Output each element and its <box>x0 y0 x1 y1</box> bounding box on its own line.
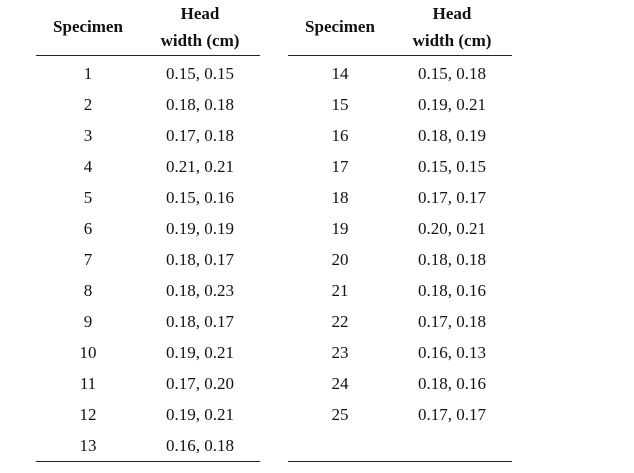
specimen-number: 12 <box>79 405 97 424</box>
head-width-value: 0.17, 0.20 <box>166 374 234 393</box>
head-width-value: 0.15, 0.18 <box>418 64 486 83</box>
specimen-number: 20 <box>331 250 349 269</box>
head-width-value: 0.15, 0.15 <box>418 157 486 176</box>
specimen-number: 22 <box>331 312 349 331</box>
specimen-number: 5 <box>83 188 93 207</box>
specimen-number: 14 <box>331 64 349 83</box>
specimen-number: 13 <box>79 436 97 455</box>
specimen-number: 1 <box>83 64 93 83</box>
specimen-number: 2 <box>83 95 93 114</box>
specimen-number: 21 <box>331 281 349 300</box>
table-row: 18 0.17, 0.17 <box>288 182 512 213</box>
table-row: 13 0.16, 0.18 <box>36 430 260 461</box>
head-width-value: 0.17, 0.17 <box>418 405 486 424</box>
head-width-value: 0.18, 0.18 <box>166 95 234 114</box>
table-row: 12 0.19, 0.21 <box>36 399 260 430</box>
specimen-number: 16 <box>331 126 349 145</box>
head-width-header-line1: Head <box>180 4 220 23</box>
table-header: Specimen Head width (cm) <box>36 0 260 56</box>
specimen-number: 11 <box>79 374 97 393</box>
head-width-value: 0.16, 0.13 <box>418 343 486 362</box>
specimen-header: Specimen <box>305 17 375 36</box>
specimen-number: 3 <box>83 126 93 145</box>
head-width-value: 0.18, 0.19 <box>418 126 486 145</box>
specimen-number: 18 <box>331 188 349 207</box>
head-width-value: 0.18, 0.18 <box>418 250 486 269</box>
table-row: 24 0.18, 0.16 <box>288 368 512 399</box>
table-row: 25 0.17, 0.17 <box>288 399 512 430</box>
head-width-value: 0.19, 0.19 <box>166 219 234 238</box>
table-row: 17 0.15, 0.15 <box>288 151 512 182</box>
head-width-value: 0.17, 0.18 <box>418 312 486 331</box>
head-width-value: 0.18, 0.16 <box>418 281 486 300</box>
head-width-value: 0.18, 0.17 <box>166 312 234 331</box>
head-width-value: 0.18, 0.23 <box>166 281 234 300</box>
table-row: 14 0.15, 0.18 <box>288 58 512 89</box>
table-row: 5 0.15, 0.16 <box>36 182 260 213</box>
specimen-number: 8 <box>83 281 93 300</box>
head-width-value: 0.16, 0.18 <box>166 436 234 455</box>
table-row: 20 0.18, 0.18 <box>288 244 512 275</box>
specimen-number: 4 <box>83 157 93 176</box>
specimen-number: 10 <box>79 343 97 362</box>
head-width-header-line2: width (cm) <box>412 31 492 50</box>
specimen-number: 17 <box>331 157 349 176</box>
table-row: 22 0.17, 0.18 <box>288 306 512 337</box>
specimen-number: 6 <box>83 219 93 238</box>
table-left: Specimen Head width (cm) 1 0.15, 0.15 2 0.1… <box>36 0 260 462</box>
table-row: 11 0.17, 0.20 <box>36 368 260 399</box>
table-row: 7 0.18, 0.17 <box>36 244 260 275</box>
table-row: 2 0.18, 0.18 <box>36 89 260 120</box>
table-row: 1 0.15, 0.15 <box>36 58 260 89</box>
head-width-value: 0.21, 0.21 <box>166 157 234 176</box>
table-row: 9 0.18, 0.17 <box>36 306 260 337</box>
head-width-value: 0.19, 0.21 <box>166 405 234 424</box>
head-width-value: 0.15, 0.16 <box>166 188 234 207</box>
specimen-number: 25 <box>331 405 349 424</box>
head-width-header-line2: width (cm) <box>160 31 240 50</box>
specimen-number: 15 <box>331 95 349 114</box>
table-row: 6 0.19, 0.19 <box>36 213 260 244</box>
table-row: 15 0.19, 0.21 <box>288 89 512 120</box>
head-width-header-line1: Head <box>432 4 472 23</box>
table-row: 21 0.18, 0.16 <box>288 275 512 306</box>
table-row: 4 0.21, 0.21 <box>36 151 260 182</box>
table-header: Specimen Head width (cm) <box>288 0 512 56</box>
table-row: 10 0.19, 0.21 <box>36 337 260 368</box>
table-bottom-rule <box>36 461 260 462</box>
head-width-value: 0.17, 0.18 <box>166 126 234 145</box>
table-body: 1 0.15, 0.15 2 0.18, 0.18 3 0.17, 0.18 4 0.21, … <box>36 56 260 461</box>
head-width-value: 0.18, 0.16 <box>418 374 486 393</box>
table-row: 3 0.17, 0.18 <box>36 120 260 151</box>
table-bottom-rule <box>288 461 512 462</box>
table-right: Specimen Head width (cm) 14 0.15, 0.18 15 0… <box>288 0 512 462</box>
head-width-value: 0.19, 0.21 <box>418 95 486 114</box>
table-row: 19 0.20, 0.21 <box>288 213 512 244</box>
specimen-number: 19 <box>331 219 349 238</box>
head-width-value: 0.20, 0.21 <box>418 219 486 238</box>
specimen-header: Specimen <box>53 17 123 36</box>
specimen-number: 9 <box>83 312 93 331</box>
head-width-value: 0.19, 0.21 <box>166 343 234 362</box>
specimen-number: 7 <box>83 250 93 269</box>
table-row: 8 0.18, 0.23 <box>36 275 260 306</box>
head-width-value: 0.15, 0.15 <box>166 64 234 83</box>
table-row: 23 0.16, 0.13 <box>288 337 512 368</box>
head-width-value: 0.18, 0.17 <box>166 250 234 269</box>
table-row: 16 0.18, 0.19 <box>288 120 512 151</box>
specimen-number: 23 <box>331 343 349 362</box>
table-body: 14 0.15, 0.18 15 0.19, 0.21 16 0.18, 0.19 17 0.… <box>288 56 512 430</box>
head-width-value: 0.17, 0.17 <box>418 188 486 207</box>
specimen-number: 24 <box>331 374 349 393</box>
